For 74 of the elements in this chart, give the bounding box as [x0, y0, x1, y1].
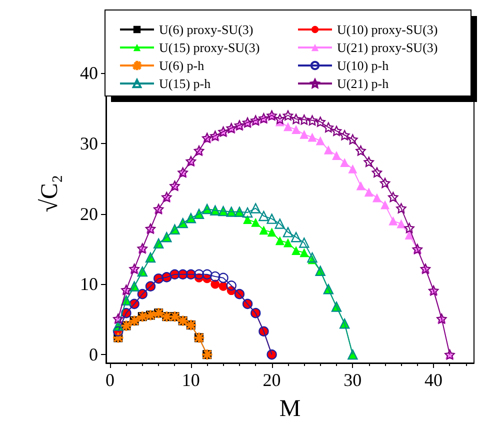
point	[250, 203, 261, 214]
y-tick-label: 40	[80, 63, 98, 84]
x-tick-label: 20	[262, 370, 281, 390]
x-axis-title: M	[279, 396, 301, 422]
legend-label: U(6) proxy-SU(3)	[159, 22, 254, 37]
point	[259, 226, 268, 235]
point	[307, 252, 318, 263]
point	[388, 192, 398, 202]
point	[283, 122, 292, 132]
y-tick-label: 20	[80, 204, 98, 224]
point	[356, 146, 366, 156]
point	[340, 158, 350, 168]
y-tick-label: 10	[80, 274, 98, 294]
point	[308, 132, 317, 142]
point	[290, 114, 302, 124]
point	[356, 181, 366, 190]
point	[348, 164, 358, 174]
point	[258, 210, 269, 222]
point	[380, 178, 390, 188]
legend-label: U(15) p-h	[159, 76, 212, 91]
point	[331, 126, 342, 136]
point	[372, 167, 382, 178]
point	[388, 216, 398, 226]
point	[282, 110, 294, 121]
point	[290, 232, 302, 242]
point	[202, 269, 212, 280]
legend-label: U(10) p-h	[337, 58, 390, 73]
point	[275, 236, 284, 246]
point	[396, 219, 406, 228]
x-tick-label: 0	[106, 370, 115, 390]
point	[299, 238, 310, 248]
legend-label: U(15) proxy-SU(3)	[159, 40, 260, 55]
point	[194, 269, 204, 280]
y-tick-label: 0	[89, 344, 98, 365]
point	[364, 188, 374, 197]
point	[283, 238, 292, 248]
y-tick-label: 30	[80, 134, 98, 154]
x-tick-label: 30	[344, 370, 362, 390]
point	[316, 136, 325, 146]
point	[210, 271, 220, 282]
point	[307, 115, 318, 126]
point	[274, 114, 285, 124]
point	[404, 222, 414, 234]
point	[315, 116, 326, 127]
legend-label: U(21) p-h	[337, 76, 390, 91]
point	[251, 218, 260, 227]
point	[380, 200, 390, 210]
point	[332, 151, 342, 160]
point	[339, 130, 350, 140]
legend-label: U(21) proxy-SU(3)	[337, 40, 438, 55]
point	[300, 248, 309, 258]
point	[396, 203, 406, 214]
point	[267, 228, 276, 237]
point	[300, 130, 309, 139]
point	[348, 134, 358, 144]
point	[292, 125, 301, 134]
x-tick-label: 10	[182, 370, 200, 390]
point	[292, 246, 301, 255]
point	[282, 227, 294, 238]
point	[323, 122, 334, 132]
point	[372, 193, 382, 202]
point	[274, 218, 285, 229]
x-tick-label: 40	[424, 370, 443, 390]
point	[364, 156, 374, 167]
point	[299, 114, 310, 125]
point	[243, 215, 252, 224]
point	[218, 272, 228, 283]
point	[324, 145, 333, 154]
point	[226, 280, 236, 291]
legend-label: U(10) proxy-SU(3)	[337, 22, 438, 37]
y-axis-title: √C₂	[37, 174, 63, 212]
legend-label: U(6) p-h	[159, 58, 205, 73]
point	[266, 214, 277, 224]
point	[242, 207, 253, 218]
